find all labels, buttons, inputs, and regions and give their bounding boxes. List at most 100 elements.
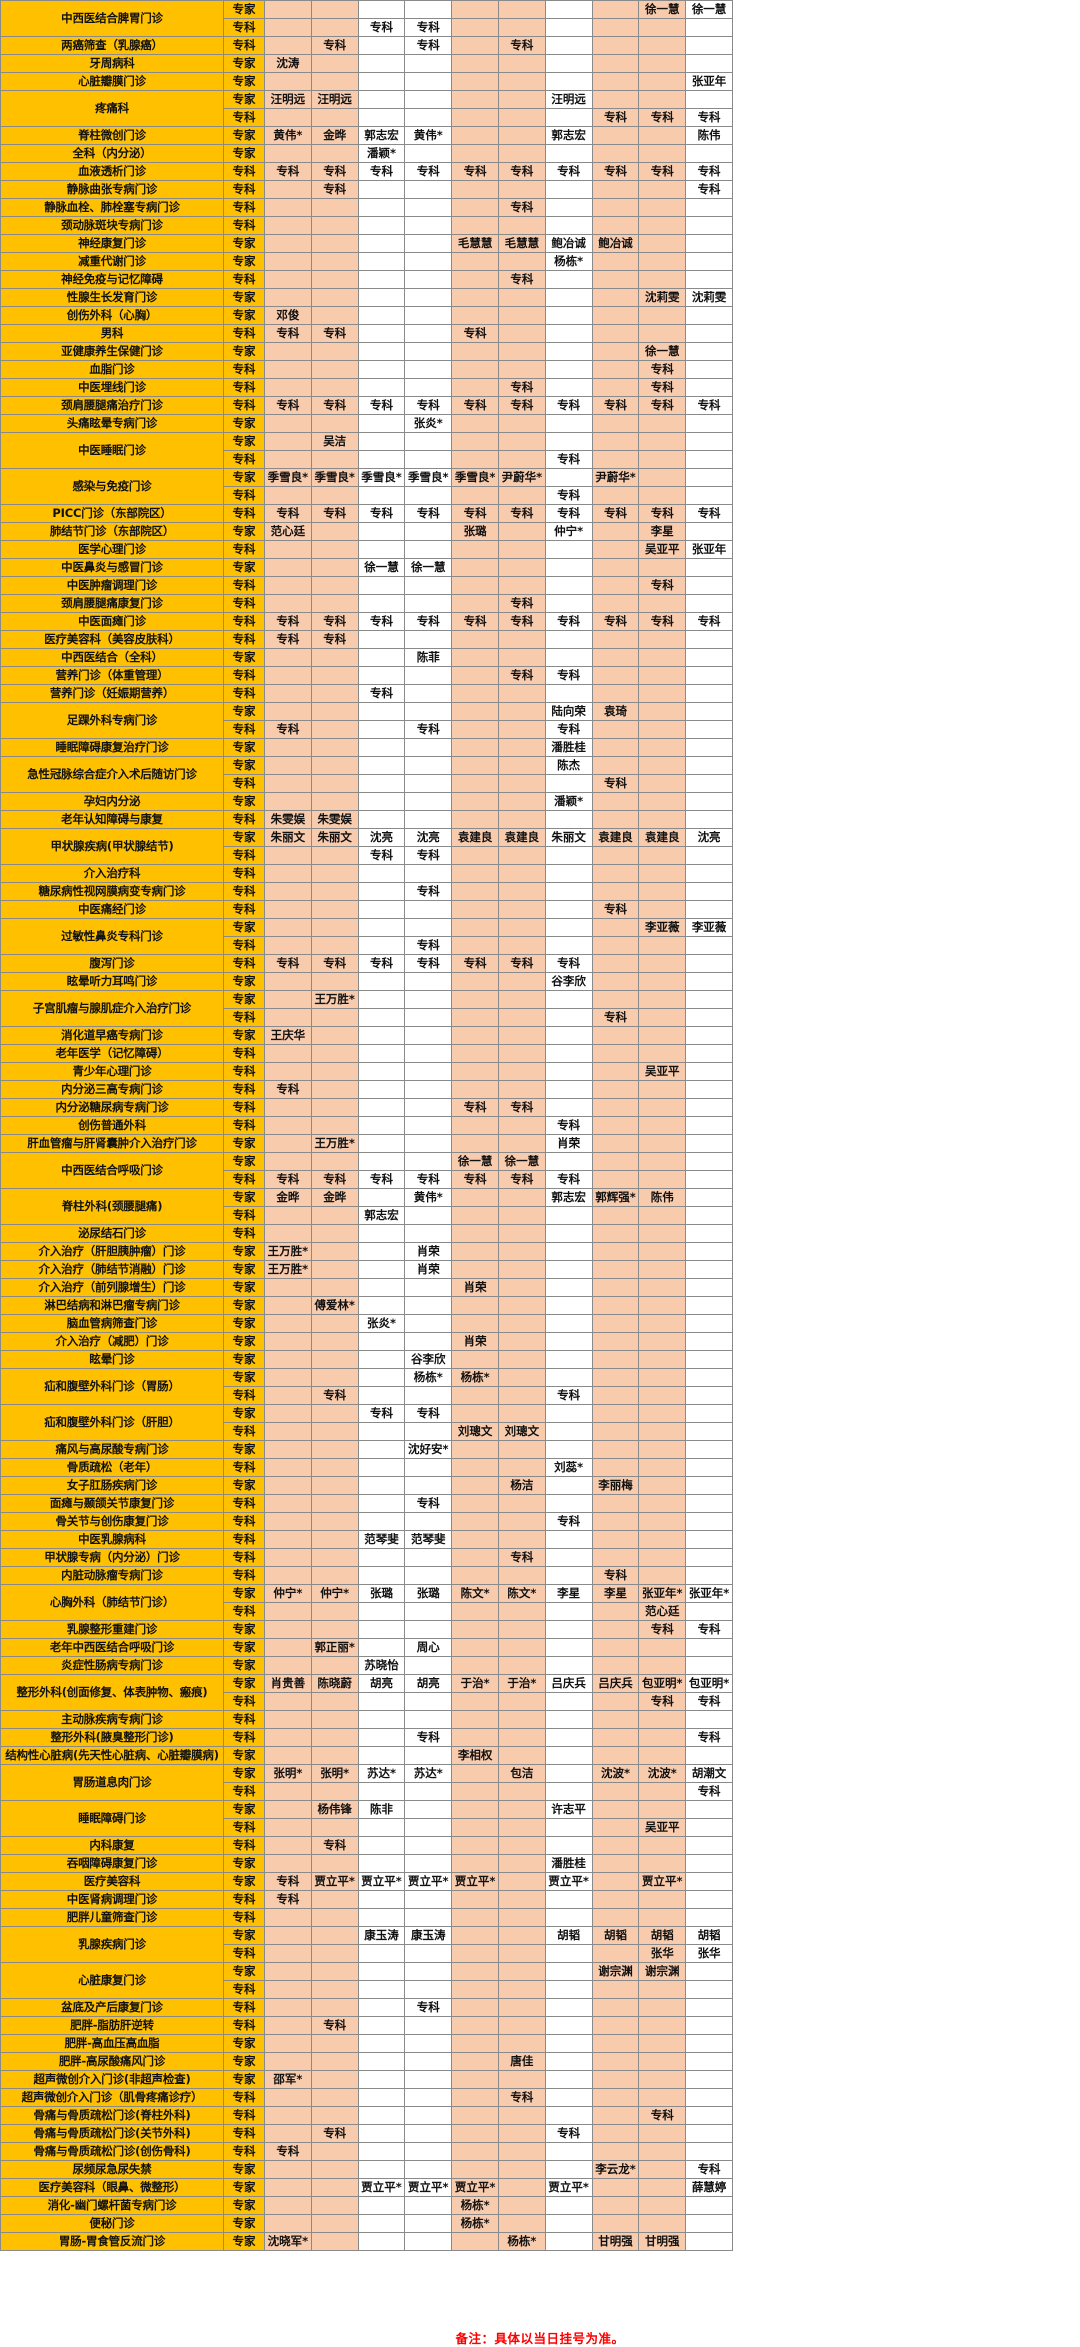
table-row: 甲状腺专病（内分泌）门诊 专科 专科 (0, 1548, 733, 1567)
schedule-cell (310, 1044, 359, 1063)
schedule-cell (638, 1278, 687, 1297)
schedule-cell (591, 180, 640, 199)
schedule-cell (591, 846, 640, 865)
schedule-cell (497, 1116, 546, 1135)
clinic-name-cell: 女子肛肠疾病门诊 (0, 1476, 224, 1495)
schedule-cell (685, 702, 733, 721)
schedule-cell: 黄伟* (404, 1188, 453, 1207)
schedule-cell (451, 1890, 499, 1909)
schedule-cell (591, 270, 640, 289)
schedule-cell: 黄伟* (404, 126, 453, 145)
schedule-cell (357, 2142, 406, 2161)
schedule-cell: 杨栋* (451, 2196, 499, 2215)
schedule-cell (451, 630, 499, 649)
table-row: 静脉血栓、肺栓塞专病门诊 专科 专科 (0, 198, 733, 217)
schedule-cell (404, 1062, 453, 1081)
schedule-cell: 专科 (310, 396, 359, 415)
clinic-type-cell: 专家 (223, 1962, 265, 1981)
schedule-cell (591, 198, 640, 217)
schedule-cell (264, 882, 312, 901)
clinic-name-cell: 性腺生长发育门诊 (0, 288, 224, 307)
clinic-name-cell: 心脏瓣膜门诊 (0, 72, 224, 91)
schedule-cell (544, 1998, 593, 2017)
schedule-cell: 陈伟 (638, 1188, 687, 1207)
schedule-cell (310, 1098, 359, 1117)
schedule-grid-wrapper: 中西医结合脾胃门诊 专家 徐一慧 徐一慧 专科 专科 专科 两癌筛查（乳腺癌） 专科 专科 专科 专科… (0, 0, 733, 2251)
schedule-cell (404, 1962, 453, 1981)
schedule-cell (685, 1332, 733, 1351)
clinic-name-cell: 中医鼻炎与感冒门诊 (0, 558, 224, 577)
schedule-cell (264, 108, 312, 127)
schedule-cell (357, 2196, 406, 2215)
schedule-cell (544, 270, 593, 289)
schedule-cell (685, 198, 733, 217)
schedule-cell (310, 1458, 359, 1477)
schedule-cell: 专科 (264, 162, 312, 181)
schedule-cell: 张华 (685, 1944, 733, 1963)
table-row: 足踝外科专病门诊 专家 陆向荣 袁琦 (0, 702, 733, 739)
clinic-type-cell: 专科 (223, 720, 265, 739)
schedule-cell (685, 1548, 733, 1567)
clinic-type-cell: 专科 (223, 1566, 265, 1585)
schedule-cell (638, 2142, 687, 2161)
schedule-cell (591, 324, 640, 343)
schedule-cell (404, 1206, 453, 1225)
clinic-name-cell: 男科 (0, 324, 224, 343)
schedule-cell (638, 126, 687, 145)
schedule-cell (544, 1476, 593, 1495)
schedule-cell (264, 1746, 312, 1765)
table-row: 消化-幽门螺杆菌专病门诊 专家 杨栋* (0, 2196, 733, 2215)
schedule-cell (264, 2052, 312, 2071)
clinic-name-cell: 足踝外科专病门诊 (0, 702, 224, 739)
schedule-cell (544, 288, 593, 307)
schedule-cell (638, 792, 687, 811)
schedule-cell (264, 342, 312, 361)
schedule-cell (638, 1152, 687, 1171)
schedule-cell (544, 1746, 593, 1765)
schedule-cell (544, 990, 593, 1009)
schedule-cell (544, 2016, 593, 2035)
schedule-cell: 杨洁 (497, 1476, 546, 1495)
schedule-cell (404, 1008, 453, 1027)
schedule-cell (451, 1314, 499, 1333)
schedule-cell (544, 846, 593, 865)
schedule-cell (685, 1062, 733, 1081)
schedule-cell (357, 1638, 406, 1657)
schedule-cell (357, 1152, 406, 1171)
schedule-cell (497, 1854, 546, 1873)
schedule-cell (451, 2232, 499, 2251)
schedule-cell: 谢宗渊 (591, 1962, 640, 1981)
schedule-cell (451, 1116, 499, 1135)
table-row: 肥胖-高尿酸痛风门诊 专家 唐佳 (0, 2052, 733, 2071)
schedule-cell (497, 1944, 546, 1963)
schedule-cell (591, 2124, 640, 2143)
schedule-cell (404, 738, 453, 757)
schedule-cell (404, 918, 453, 937)
schedule-cell (264, 450, 312, 469)
schedule-cell (310, 792, 359, 811)
schedule-cell: 贾立平* (357, 2178, 406, 2197)
schedule-cell (451, 36, 499, 55)
schedule-cell (638, 1098, 687, 1117)
schedule-cell (310, 1746, 359, 1765)
schedule-cell (357, 1602, 406, 1621)
schedule-cell: 胡韬 (591, 1926, 640, 1945)
schedule-cell (310, 738, 359, 757)
schedule-cell: 吴亚平 (638, 1062, 687, 1081)
clinic-type-cell: 专科 (223, 1098, 265, 1117)
schedule-cell (591, 936, 640, 955)
schedule-cell: 李相权 (451, 1746, 499, 1765)
schedule-cell (497, 2160, 546, 2179)
schedule-cell (497, 1368, 546, 1387)
schedule-cell (497, 126, 546, 145)
schedule-cell: 郭志宏 (357, 1206, 406, 1225)
clinic-type-cell: 专家 (223, 2178, 265, 2197)
schedule-cell (685, 2070, 733, 2089)
clinic-name-cell: 腹泻门诊 (0, 954, 224, 973)
schedule-cell (310, 1224, 359, 1243)
schedule-cell (544, 1278, 593, 1297)
clinic-type-cell: 专科 (223, 270, 265, 289)
schedule-cell (591, 1944, 640, 1963)
table-row: 超声微创介入门诊(非超声检查) 专家 邵军* (0, 2070, 733, 2089)
schedule-cell (451, 1512, 499, 1531)
